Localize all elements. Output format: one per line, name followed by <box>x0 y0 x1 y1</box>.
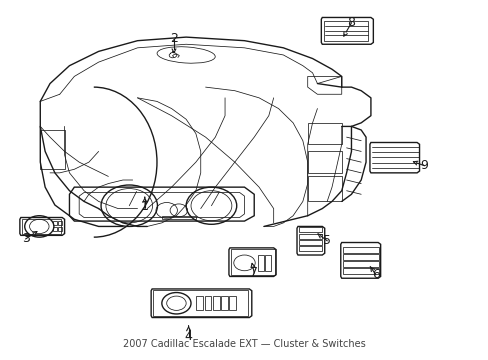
Text: 3: 3 <box>22 233 30 246</box>
Text: 9: 9 <box>420 159 427 172</box>
Text: 4: 4 <box>184 330 192 343</box>
Text: 8: 8 <box>347 16 355 29</box>
Text: 7: 7 <box>250 266 258 279</box>
Text: 1: 1 <box>141 200 148 213</box>
Text: 2: 2 <box>170 32 178 45</box>
Text: 5: 5 <box>323 234 330 247</box>
Text: 6: 6 <box>371 268 379 281</box>
Text: 2007 Cadillac Escalade EXT — Cluster & Switches: 2007 Cadillac Escalade EXT — Cluster & S… <box>123 339 365 348</box>
